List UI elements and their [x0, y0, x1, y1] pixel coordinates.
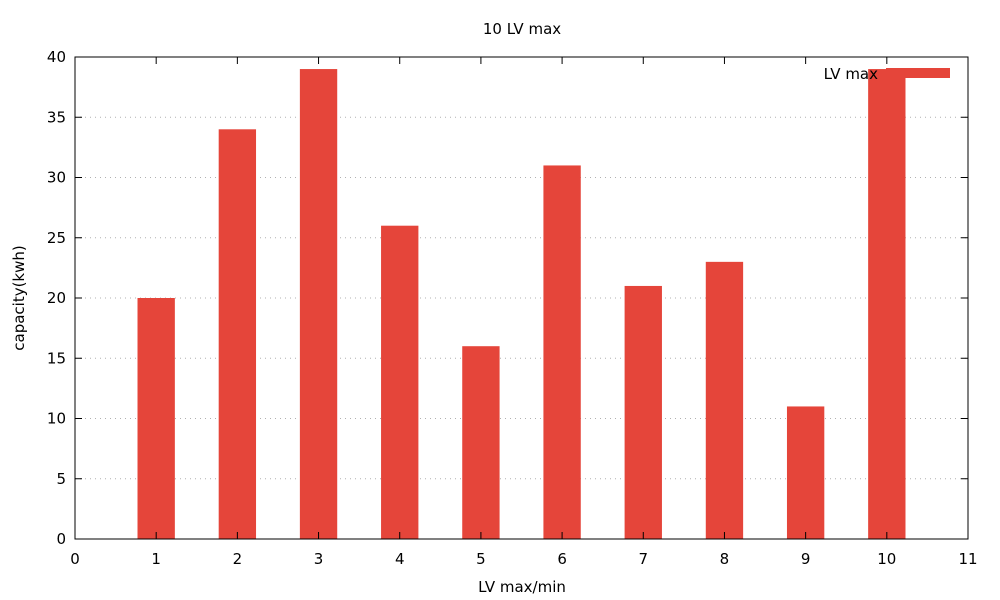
- legend-swatch: [886, 68, 950, 78]
- bar: [381, 225, 419, 539]
- y-tick-label: 0: [56, 530, 66, 548]
- chart-title: 10 LV max: [483, 20, 561, 38]
- y-tick-label: 40: [47, 48, 66, 66]
- y-axis-label: capacity(kwh): [10, 245, 28, 351]
- y-tick-label: 15: [47, 349, 66, 367]
- bars-group: [137, 69, 906, 540]
- x-tick-label: 3: [314, 550, 324, 568]
- plot-frame: [74, 56, 969, 540]
- bar: [624, 285, 662, 539]
- x-tick-label: 11: [958, 550, 977, 568]
- grid-lines: [75, 116, 968, 480]
- y-tick-label: 5: [56, 470, 66, 488]
- bar: [462, 346, 500, 539]
- y-tick-label: 10: [47, 410, 66, 428]
- bar: [543, 165, 581, 539]
- x-axis-label: LV max/min: [478, 578, 566, 596]
- ticks-group: 0 5 10 15 20 25 30 35 40 0 1 2 3 4 5 6 7 8 9 10 11: [47, 48, 978, 568]
- bar: [137, 298, 175, 539]
- x-tick-label: 7: [638, 550, 648, 568]
- x-tick-label: 10: [877, 550, 896, 568]
- bar: [786, 406, 825, 539]
- x-tick-label: 2: [233, 550, 243, 568]
- x-tick-label: 4: [395, 550, 405, 568]
- bar: [218, 129, 257, 540]
- x-tick-label: 6: [557, 550, 567, 568]
- x-tick-label: 1: [151, 550, 161, 568]
- x-tick-label: 8: [720, 550, 730, 568]
- x-tick-label: 5: [476, 550, 486, 568]
- y-tick-label: 20: [47, 289, 66, 307]
- x-tick-label: 9: [801, 550, 811, 568]
- bar: [705, 261, 744, 539]
- bar: [299, 69, 338, 540]
- y-tick-label: 25: [47, 229, 66, 247]
- y-tick-label: 35: [47, 108, 66, 126]
- bar: [868, 69, 906, 540]
- x-tick-label: 0: [70, 550, 80, 568]
- y-tick-label: 30: [47, 169, 66, 187]
- legend-label: LV max: [824, 65, 879, 83]
